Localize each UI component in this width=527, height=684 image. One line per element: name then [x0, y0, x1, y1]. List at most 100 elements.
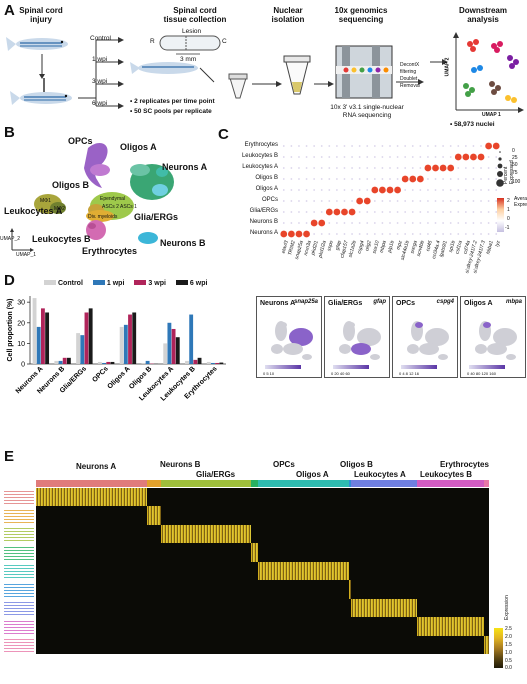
dot-1-15	[396, 156, 399, 158]
bar-2-3	[88, 308, 93, 364]
dot-4-21	[442, 189, 445, 191]
dot-6-22	[449, 211, 452, 213]
dot-6-24	[464, 211, 467, 213]
dot-1-4	[313, 156, 316, 158]
header-injury: Spinal cord injury	[19, 6, 63, 24]
dot-6-23	[457, 211, 460, 213]
dot-2-11	[366, 167, 369, 169]
expr-legend-15: 1.5	[505, 642, 512, 648]
row-opcs: OPCs	[261, 197, 278, 203]
dot-0-21	[442, 145, 445, 147]
dot-3-16	[401, 175, 409, 183]
bar-0-0	[32, 298, 37, 364]
bar-2-2	[84, 312, 89, 364]
bar-3-3	[110, 361, 115, 364]
dotplot-row-labels: Erythrocytes Leukocytes B Leukocytes A O…	[236, 142, 278, 241]
header-collection: Spinal cord tissue collection	[163, 6, 227, 24]
dot-4-25	[472, 189, 475, 191]
dot-1-7	[335, 156, 338, 158]
dot-4-27	[487, 189, 490, 191]
dot-4-26	[480, 189, 482, 191]
dot-1-5	[320, 156, 323, 158]
gene-group-ticks-1	[4, 508, 34, 523]
dot-3-25	[472, 178, 475, 180]
dot-0-18	[419, 145, 422, 147]
dot-4-0	[282, 189, 285, 191]
dot-8-24	[464, 233, 467, 235]
dot-8-16	[404, 233, 407, 235]
legend-6wpi: 6 wpi	[175, 280, 208, 287]
dot-0-25	[472, 145, 475, 147]
dot-5-21	[442, 200, 445, 202]
dot-0-13	[381, 145, 384, 147]
dot-7-13	[381, 222, 384, 224]
dot-6-9	[348, 208, 356, 216]
heatmap-cluster-headers: Neurons A Neurons B Glia/ERGs OPCs Oligos A O…	[36, 456, 489, 488]
dot-6-3	[305, 211, 308, 213]
dot-7-8	[343, 222, 346, 224]
legend-6wpi-label: 6 wpi	[189, 280, 208, 287]
panel-b-umap	[10, 143, 174, 252]
cluster-neurons-a: Neurons A	[162, 162, 208, 172]
feature-gene-label: gfap	[373, 299, 386, 305]
dot-2-9	[351, 167, 353, 169]
color-legend-2: 2	[507, 198, 510, 204]
panel-a-umap1: UMAP 1	[482, 112, 501, 118]
dot-2-23	[457, 167, 460, 169]
dot-8-4	[313, 233, 316, 235]
dot-8-22	[449, 233, 452, 235]
bar-y-tick-label: 20	[17, 320, 25, 327]
dot-2-6	[328, 167, 331, 169]
size-legend-50: 50	[512, 162, 518, 168]
feature-plot-snap25a: snap25a 0 5 10	[256, 296, 322, 378]
dot-0-15	[396, 145, 399, 147]
cluster-neurons-b: Neurons B	[160, 238, 206, 248]
dot-3-11	[366, 178, 369, 180]
dot-0-10	[358, 145, 361, 147]
sub-ependymal: Ependymal	[100, 196, 126, 202]
dot-2-10	[358, 167, 361, 169]
bar-1-2	[62, 357, 67, 364]
dot-7-7	[335, 222, 338, 224]
dot-5-5	[320, 200, 323, 202]
heatmap-block-0	[36, 488, 147, 507]
dot-2-14	[389, 167, 391, 169]
gene-label: plp1b	[386, 240, 396, 254]
gene-label: sspo	[326, 240, 336, 252]
bar-8-1	[211, 362, 215, 364]
dot-8-13	[381, 233, 384, 235]
dot-8-25	[472, 233, 475, 235]
cluster-header-label: Oligos B	[340, 460, 373, 469]
dot-3-20	[434, 178, 437, 180]
gene-group-ticks-3	[4, 545, 34, 560]
dot-8-20	[434, 233, 437, 235]
feature-plot-cspg4: cspg4 0 4 8 12 16	[392, 296, 458, 378]
dot-7-15	[396, 222, 399, 224]
dot-7-25	[472, 222, 475, 224]
dot-2-2	[298, 167, 300, 169]
dot-6-10	[358, 211, 361, 213]
dot-7-19	[427, 222, 429, 224]
dot-3-0	[282, 178, 285, 180]
dot-3-7	[335, 178, 338, 180]
dot-4-9	[351, 189, 353, 191]
dot-7-21	[442, 222, 445, 224]
row-oligos-b: Oligos B	[255, 175, 278, 181]
dot-4-23	[457, 189, 460, 191]
dot-1-6	[328, 156, 331, 158]
dot-6-17	[411, 211, 414, 213]
dot-6-7	[333, 208, 341, 216]
dot-2-20	[432, 164, 439, 172]
dot-0-2	[298, 145, 300, 147]
dot-4-10	[358, 189, 361, 191]
dot-6-19	[427, 211, 429, 213]
feature-plots: snap25a 0 5 10 gfap 0 20 40 60 cspg4 0 4 8 12…	[256, 296, 526, 400]
dot-6-5	[320, 211, 323, 213]
dot-7-28	[495, 222, 498, 224]
bar-4-0	[119, 326, 124, 364]
dot-8-10	[358, 233, 361, 235]
dot-6-27	[487, 211, 490, 213]
cluster-oligos-a: Oligos A	[120, 142, 157, 152]
dot-5-25	[472, 200, 475, 202]
